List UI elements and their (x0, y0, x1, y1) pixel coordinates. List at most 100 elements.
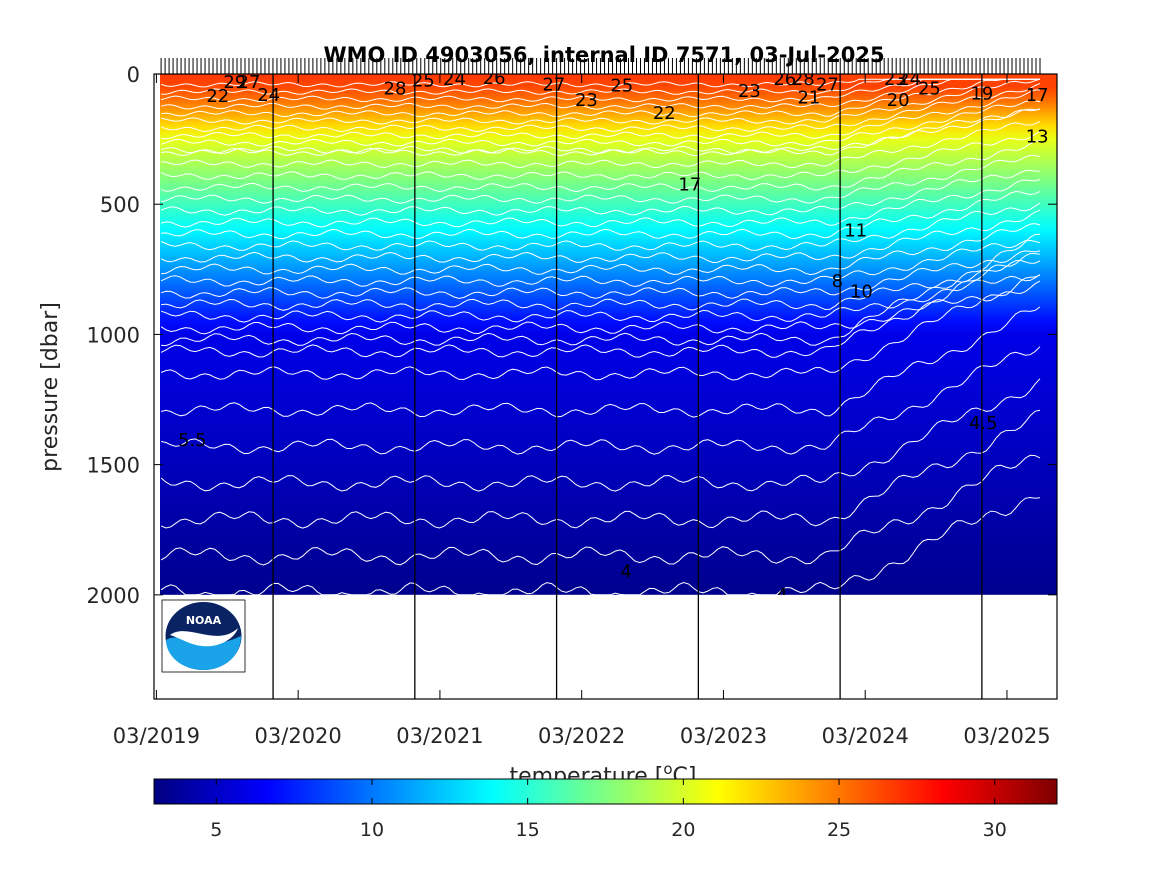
isotherm-line (160, 253, 1041, 358)
contour-label: 23 (884, 69, 907, 90)
contour-label: 11 (844, 220, 867, 241)
isotherm-line (161, 223, 1041, 276)
contour-label: 25 (610, 76, 633, 97)
contour-label: 24 (257, 85, 280, 106)
isotherm-line (160, 154, 1041, 204)
colorbar-rect (153, 778, 1058, 805)
contour-label: 25 (412, 71, 435, 92)
isotherm-line (161, 89, 1041, 140)
isotherm-line (160, 82, 1041, 133)
x-tick-label: 03/2023 (680, 724, 767, 748)
contour-label: 23 (738, 81, 761, 102)
contour-label: 17 (1026, 85, 1049, 106)
isotherm-line (161, 78, 1040, 118)
x-tick-label: 03/2021 (396, 724, 483, 748)
y-axis-label: pressure [dbar] (38, 302, 63, 472)
x-axis-label-degree: o (663, 760, 672, 778)
x-tick-marks (155, 74, 1008, 699)
contour-label: 28 (792, 69, 815, 90)
isotherm-line (161, 78, 1040, 95)
plot-frame (153, 73, 1058, 700)
isotherm-line (160, 274, 1041, 323)
contour-label: 24 (898, 69, 921, 90)
contour-label: 26 (773, 69, 796, 90)
contour-label: 4 (776, 585, 787, 606)
contour-label: 27 (816, 74, 839, 95)
isotherm-line (160, 250, 1041, 299)
isotherm-contours (160, 78, 1041, 595)
contour-label: 13 (1026, 127, 1049, 148)
colorbar-tick-label: 5 (210, 819, 222, 841)
x-tick-label: 03/2022 (538, 724, 625, 748)
contour-label: 8 (832, 271, 843, 292)
contour-label: 24 (443, 69, 466, 90)
chart-title: WMO ID 4903056, internal ID 7571, 03-Jul… (323, 43, 884, 67)
contour-label: 25 (918, 78, 941, 99)
y-tick-label: 500 (100, 193, 140, 217)
contour-label: 27 (238, 72, 261, 93)
colorbar-tick-label: 15 (516, 819, 540, 841)
contour-label: 28 (384, 78, 407, 99)
contour-label: 26 (483, 68, 506, 89)
y-tick-label: 0 (127, 63, 140, 87)
isotherm-line (161, 233, 1041, 347)
contour-label: 5.5 (178, 430, 207, 451)
isotherm-line (160, 202, 1041, 251)
colorbar-tick-label: 10 (360, 819, 384, 841)
isotherm-line (160, 280, 1041, 335)
profile-position-ticks (160, 58, 1041, 74)
contour-label: 4.5 (969, 413, 998, 434)
isotherm-line (160, 169, 1041, 216)
isotherm-line (160, 454, 1041, 566)
x-tick-label: 03/2019 (113, 724, 200, 748)
isotherm-line (160, 274, 1041, 381)
x-tick-label: 03/2020 (255, 724, 342, 748)
isotherm-line (160, 78, 1040, 103)
colorbar-ticks: 5 10 15 20 25 30 (210, 779, 1007, 841)
contour-label: 22 (206, 86, 229, 107)
isotherm-line (160, 78, 1040, 110)
isotherm-line (160, 131, 1041, 181)
contour-label: 4 (620, 561, 631, 582)
isotherm-line (160, 140, 1041, 193)
colorbar-tick-label: 25 (827, 819, 851, 841)
isotherm-line (160, 209, 1041, 264)
noaa-logo-text: NOAA (186, 614, 222, 627)
isotherm-line (161, 190, 1041, 240)
contour-label: 21 (797, 87, 820, 108)
colorbar-tick-label: 30 (983, 819, 1007, 841)
isotherm-line (160, 496, 1041, 595)
isotherm-line (160, 378, 1041, 492)
y-tick-label: 1000 (87, 323, 140, 347)
y-tick-label: 2000 (87, 584, 140, 608)
isotherm-line (161, 108, 1041, 157)
isotherm-line (160, 179, 1041, 228)
isotherm-line (161, 120, 1041, 169)
contour-label: 27 (542, 74, 565, 95)
y-tick-labels: 0 500 1000 1500 2000 (87, 63, 140, 608)
contour-label: 17 (678, 175, 701, 196)
colorbar-tick-label: 20 (671, 819, 695, 841)
isotherm-line (160, 108, 1041, 154)
isotherm-line (160, 409, 1041, 529)
year-boundary-lines (272, 74, 983, 699)
isotherm-line (161, 78, 1041, 125)
contour-label: 22 (653, 103, 676, 124)
contour-label: 10 (850, 281, 873, 302)
isotherm-line (161, 259, 1041, 311)
temperature-field (160, 74, 1057, 595)
x-tick-labels: 03/2019 03/2020 03/2021 03/2022 03/2023 03/20… (113, 724, 1051, 748)
contour-label: 23 (575, 90, 598, 111)
noaa-logo: NOAA (161, 599, 246, 673)
y-tick-label: 1500 (87, 454, 140, 478)
x-tick-label: 03/2024 (822, 724, 909, 748)
isotherm-line (160, 99, 1041, 147)
isotherm-line (160, 306, 1041, 418)
colorbar: 5 10 15 20 25 30 (153, 778, 1058, 841)
isotherm-line (160, 239, 1041, 288)
x-tick-label: 03/2025 (963, 724, 1050, 748)
contour-label: 20 (887, 90, 910, 111)
